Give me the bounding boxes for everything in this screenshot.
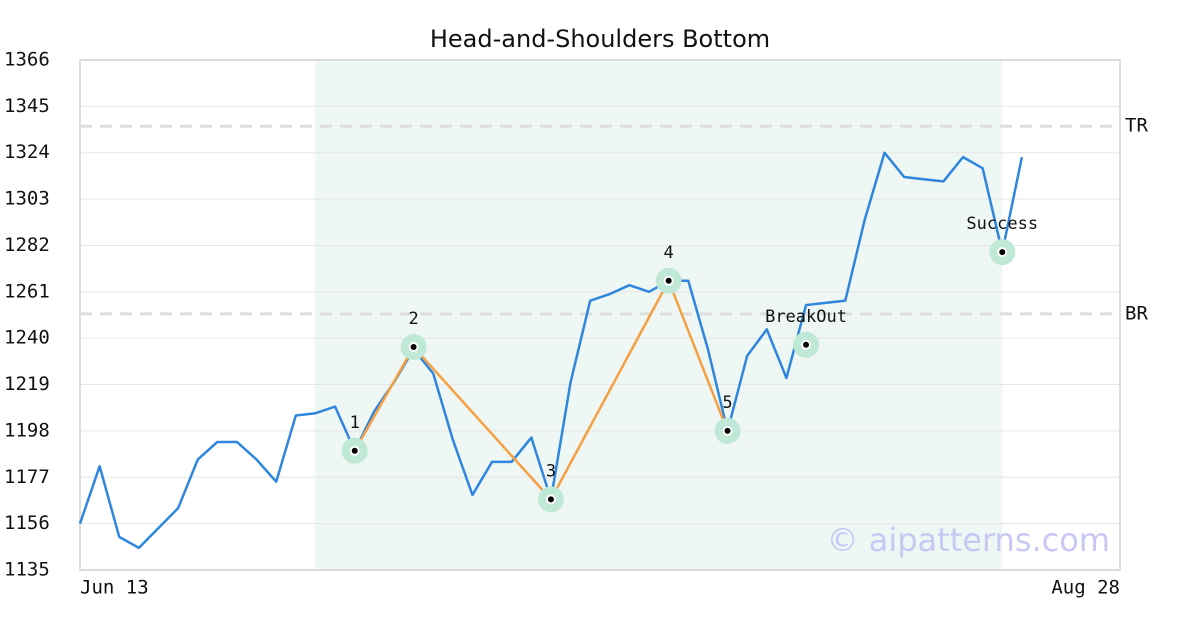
pattern-point-label: 3 xyxy=(546,461,556,481)
signal-point xyxy=(801,339,812,350)
y-tick-label: 1303 xyxy=(4,188,50,210)
y-tick-label: 1261 xyxy=(4,280,50,302)
pattern-point-label: 1 xyxy=(350,413,360,433)
pattern-point-label: 4 xyxy=(664,243,674,263)
pattern-point-label: 5 xyxy=(722,393,732,413)
pattern-point xyxy=(349,445,360,456)
y-tick-label: 1282 xyxy=(4,234,50,256)
y-tick-label: 1240 xyxy=(4,327,50,349)
pattern-point-label: 2 xyxy=(408,309,418,329)
pattern-point xyxy=(722,425,733,436)
y-tick-label: 1366 xyxy=(4,49,50,71)
pattern-point xyxy=(545,494,556,505)
signal-point xyxy=(997,247,1008,258)
x-tick-label: Aug 28 xyxy=(1051,577,1120,599)
y-tick-label: 1324 xyxy=(4,141,50,163)
y-tick-label: 1219 xyxy=(4,373,50,395)
y-tick-label: 1345 xyxy=(4,95,50,117)
chart-title: Head-and-Shoulders Bottom xyxy=(430,25,770,53)
y-tick-label: 1135 xyxy=(4,559,50,581)
pattern-point xyxy=(408,342,419,353)
level-label: TR xyxy=(1125,115,1148,137)
level-label: BR xyxy=(1125,302,1148,324)
signal-point-label: Success xyxy=(966,214,1038,234)
y-tick-label: 1156 xyxy=(4,512,50,534)
y-tick-label: 1177 xyxy=(4,466,50,488)
pattern-point xyxy=(663,275,674,286)
signal-point-label: BreakOut xyxy=(765,307,847,327)
x-tick-label: Jun 13 xyxy=(80,577,149,599)
y-tick-label: 1198 xyxy=(4,419,50,441)
watermark: © aipatterns.com xyxy=(827,521,1110,559)
